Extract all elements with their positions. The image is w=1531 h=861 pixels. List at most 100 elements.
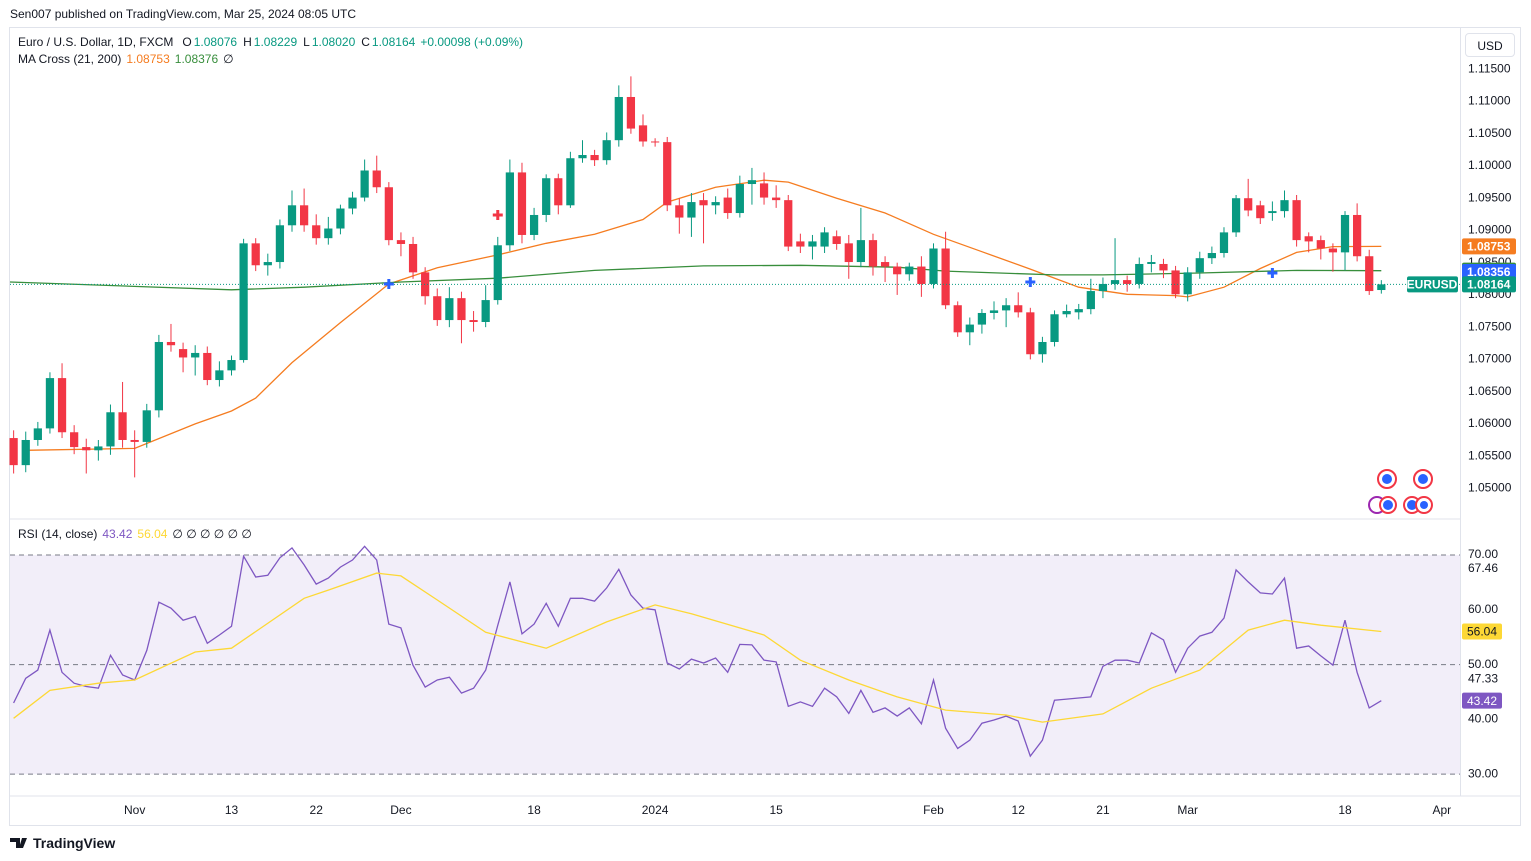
candle-body: [1026, 312, 1035, 355]
cross-marker: [1025, 277, 1036, 288]
candle-body: [651, 141, 660, 143]
x-tick-label: 18: [527, 803, 541, 817]
candle-body: [723, 197, 732, 214]
value-tag: [1462, 692, 1502, 709]
candle-body: [469, 320, 478, 322]
candle-body: [687, 202, 696, 218]
candle-body: [893, 266, 902, 275]
candle-body: [396, 240, 406, 244]
candle-body: [1292, 200, 1301, 241]
x-tick-label: 2024: [642, 803, 669, 817]
candle-body: [965, 324, 974, 333]
candle-body: [977, 312, 987, 325]
candle-body: [868, 240, 878, 267]
rsi-ma-value: 56.04: [137, 527, 168, 541]
candle-body: [989, 310, 999, 313]
candle-body: [844, 243, 853, 263]
ohlc-value: 1.08229: [253, 35, 298, 49]
y-tick-label: 30.00: [1468, 766, 1498, 780]
candle-body: [832, 236, 841, 244]
candle-body: [772, 197, 781, 201]
candle-body: [312, 225, 321, 239]
value-tag-label: 43.42: [1467, 694, 1497, 708]
value-tag-label: 56.04: [1467, 625, 1497, 639]
candle-body: [1207, 253, 1216, 259]
candle-body: [82, 447, 91, 451]
candle-body: [203, 352, 212, 381]
x-tick-label: Mar: [1177, 803, 1198, 817]
candle-body: [1328, 248, 1338, 253]
candle-body: [239, 243, 248, 361]
price-tag-label: 1.08356: [1467, 265, 1511, 279]
x-tick-label: Dec: [390, 803, 411, 817]
y-tick-label: 1.11500: [1468, 61, 1511, 75]
candle-body: [348, 197, 357, 209]
candle-body: [1098, 283, 1108, 292]
candle-body: [215, 370, 224, 381]
y-tick-label: 1.05500: [1468, 448, 1512, 462]
candle-body: [70, 432, 79, 448]
candle-body: [421, 272, 430, 297]
candle-body: [106, 412, 115, 447]
value-tag: [1462, 623, 1502, 640]
ohlc-value: 1.08020: [311, 35, 356, 49]
cross-marker: [383, 278, 394, 289]
price-tag: [1462, 263, 1516, 280]
candle-body: [699, 200, 708, 206]
candle-body: [1280, 200, 1289, 212]
symbol-tag-label: EURUSD: [1407, 278, 1458, 292]
y-tick-label: 1.06500: [1468, 384, 1512, 398]
candle-body: [457, 298, 466, 321]
rsi-legend: RSI (14, close) 43.42 56.04 ∅ ∅ ∅ ∅ ∅ ∅: [18, 527, 252, 541]
currency-button[interactable]: USD: [1465, 33, 1515, 57]
cross-marker: [1267, 268, 1278, 278]
candle-body: [929, 248, 938, 284]
y-tick-label: 1.10000: [1468, 158, 1512, 172]
event-icons: [1368, 469, 1433, 514]
ohlc-value: 1.08076: [193, 35, 238, 49]
candle-body: [663, 142, 672, 206]
candle-body: [433, 296, 442, 321]
candle-body: [263, 262, 272, 266]
x-tick-label: Nov: [124, 803, 145, 817]
rsi-line: [13, 545, 1382, 758]
candle-body: [481, 300, 490, 322]
candle-body: [227, 360, 236, 371]
candle-body: [275, 225, 285, 263]
candle-body: [1123, 280, 1132, 284]
candle-body: [505, 172, 514, 246]
candle-body: [1377, 284, 1386, 291]
candle-body: [759, 183, 769, 198]
ohlc-label: H: [243, 35, 252, 49]
candle-body: [880, 262, 890, 267]
candle-body: [953, 305, 962, 333]
candle-body: [675, 205, 684, 218]
candle-body: [94, 446, 103, 451]
candle-body: [1304, 236, 1313, 242]
candle-body: [130, 439, 139, 442]
candle-body: [566, 158, 575, 206]
candle-body: [626, 96, 636, 129]
candle-body: [142, 410, 151, 442]
candle-body: [372, 170, 381, 188]
main-legend: Euro / U.S. Dollar, 1D, FXCM O 1.08076 H 1.…: [18, 35, 523, 49]
price-tag: [1462, 238, 1516, 255]
x-tick-label: 12: [1012, 803, 1026, 817]
candle-body: [408, 243, 418, 273]
candle-body: [1135, 263, 1144, 284]
price-tag: [1462, 276, 1516, 293]
symbol-title: Euro / U.S. Dollar, 1D, FXCM: [18, 35, 174, 49]
candle-body: [1219, 232, 1229, 254]
y-tick-label: 40.00: [1468, 712, 1498, 726]
rsi-line: [13, 572, 1382, 723]
ohlc-legend: O 1.08076 H 1.08229 L 1.08020 C 1.08164: [178, 35, 415, 49]
x-tick-label: Apr: [1433, 803, 1452, 817]
moving-average: [9, 264, 1382, 291]
candle-body: [1256, 205, 1265, 219]
y-extra-label: 67.46: [1468, 561, 1498, 575]
candle-body: [191, 352, 200, 358]
candle-body: [1159, 263, 1168, 271]
candle-body: [1074, 309, 1083, 313]
ma-extra: ∅: [223, 52, 234, 66]
